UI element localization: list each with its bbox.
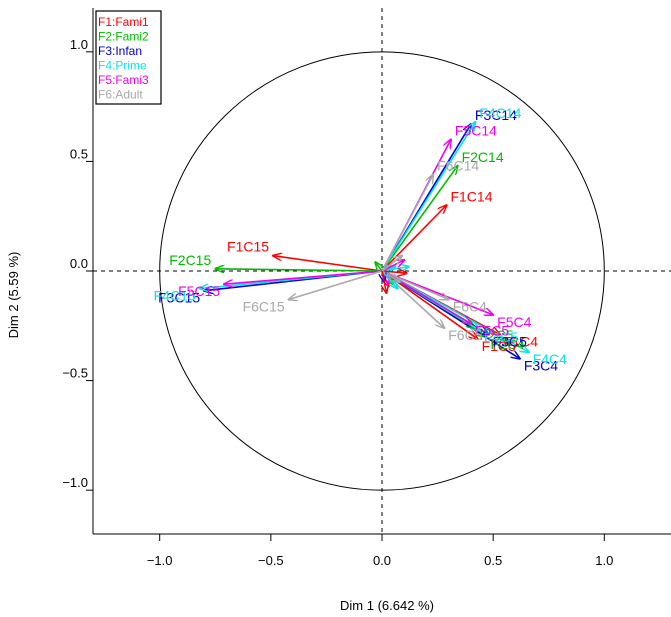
vector-label: F4C14 — [479, 105, 521, 121]
vector-arrow — [381, 270, 398, 289]
x-tick-label: −1.0 — [147, 553, 173, 568]
vector-arrow — [215, 269, 383, 271]
vector-label: F2C15 — [169, 252, 211, 268]
x-tick-label: −0.5 — [258, 553, 284, 568]
vector-arrow — [381, 271, 406, 273]
vector-label: F6C14 — [437, 158, 479, 174]
vector-label: F5C14 — [455, 123, 497, 139]
vector-label: F4C5 — [484, 329, 518, 345]
vector-arrow — [381, 205, 446, 272]
vector-label: F4C4 — [533, 351, 567, 367]
vector-arrow — [381, 256, 402, 272]
vector-label: F5C5 — [475, 323, 509, 339]
y-tick-label: 1.0 — [70, 37, 88, 52]
x-axis-label: Dim 1 (6.642 %) — [340, 598, 434, 613]
vector-label: F5C4 — [497, 314, 531, 330]
vector-label: F1C14 — [450, 188, 492, 204]
vector-label: F2C5 — [479, 327, 513, 343]
y-axis-label: Dim 2 (5.59 %) — [6, 252, 21, 339]
x-tick-label: 0.5 — [484, 553, 502, 568]
vector-label: F1C15 — [227, 239, 269, 255]
legend-entry: F4:Prime — [98, 59, 147, 73]
vector-label: F3C5 — [493, 334, 527, 350]
vector-arrow — [381, 166, 458, 272]
vector-label: F3C15 — [158, 290, 200, 306]
vector-label: F6C4 — [453, 298, 487, 314]
x-tick-label: 0.0 — [373, 553, 391, 568]
x-tick-label: 1.0 — [595, 553, 613, 568]
vector-arrow — [375, 262, 382, 271]
vector-arrow — [381, 175, 433, 272]
vector-label: F6C5 — [448, 327, 482, 343]
vector-arrow — [273, 256, 383, 272]
vector-arrow — [224, 270, 383, 284]
legend-entry: F3:Infan — [98, 44, 142, 58]
vector-label: F1C4 — [504, 334, 538, 350]
vector-arrow — [289, 270, 383, 299]
y-tick-label: 0.5 — [70, 146, 88, 161]
legend-entry: F5:Fami3 — [98, 73, 149, 87]
vector-arrow — [382, 270, 386, 293]
vector-label: F2C4 — [490, 336, 524, 352]
vector-label: F3C14 — [475, 107, 517, 123]
legend-box — [95, 10, 162, 105]
legend-entry: F6:Adult — [98, 88, 143, 102]
legend-entry: F1:Fami1 — [98, 15, 149, 29]
legend-entry: F2:Fami2 — [98, 30, 149, 44]
vector-label: F5C15 — [178, 283, 220, 299]
y-tick-label: −1.0 — [62, 475, 88, 490]
y-tick-label: −0.5 — [62, 366, 88, 381]
vector-label: F2C14 — [462, 149, 504, 165]
vector-label: F3C4 — [524, 358, 558, 374]
vector-label: F1C5 — [482, 338, 516, 354]
correlation-circle — [159, 51, 605, 491]
vector-arrow — [381, 270, 529, 352]
y-tick-label: 0.0 — [70, 256, 88, 271]
vector-arrow — [381, 122, 475, 272]
vector-label: F6C15 — [243, 298, 285, 314]
vector-label: F4C15 — [154, 288, 196, 304]
